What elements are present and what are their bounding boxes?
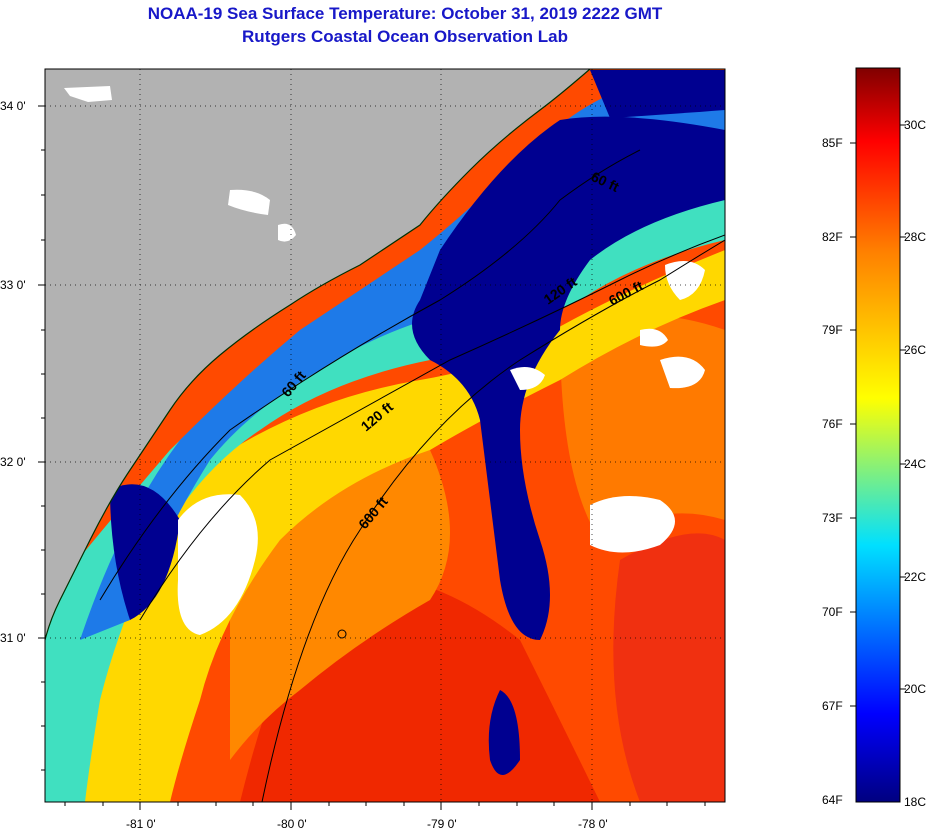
hot-east-region <box>613 533 725 802</box>
cb-label-85F: 85F <box>822 136 843 150</box>
cb-label-20C: 20C <box>904 682 927 696</box>
cb-label-67F: 67F <box>822 699 843 713</box>
cloud-patch-4 <box>510 366 545 390</box>
lon-label-81: -81 0' <box>126 817 156 831</box>
cb-label-76F: 76F <box>822 417 843 431</box>
cold-water-coastal <box>110 484 180 620</box>
cb-label-82F: 82F <box>822 230 843 244</box>
cloud-patch-1 <box>177 494 258 635</box>
cb-label-18C: 18C <box>904 795 927 809</box>
contour-60ft <box>99 149 641 601</box>
coastline <box>45 69 591 641</box>
cb-label-22C: 22C <box>904 570 927 584</box>
cb-label-73F: 73F <box>822 511 843 525</box>
cb-label-26C: 26C <box>904 343 927 357</box>
map-subtitle: Rutgers Coastal Ocean Observation Lab <box>242 27 568 46</box>
cb-label-24C: 24C <box>904 457 927 471</box>
cloud-patch-5 <box>660 356 705 389</box>
cb-label-70F: 70F <box>822 605 843 619</box>
lat-label-33: 33 0' <box>0 278 26 292</box>
buoy-marker <box>337 629 347 639</box>
cloud-patch-6 <box>640 328 668 347</box>
cb-label-64F: 64F <box>822 793 843 807</box>
inland-water-2 <box>228 189 270 215</box>
inland-water-1 <box>64 86 112 102</box>
cb-label-30C: 30C <box>904 118 927 132</box>
colorbar <box>855 67 901 803</box>
map-frame <box>44 68 726 803</box>
map-title: NOAA-19 Sea Surface Temperature: October… <box>147 4 663 23</box>
cb-label-28C: 28C <box>904 230 927 244</box>
lat-label-32: 32 0' <box>0 455 26 469</box>
land-mass <box>45 69 590 640</box>
contour-120ft <box>139 234 725 621</box>
cold-water-north <box>590 70 725 118</box>
lon-label-78: -78 0' <box>578 817 608 831</box>
cold-water-patch <box>488 690 520 775</box>
lat-label-31: 31 0' <box>0 631 26 645</box>
lon-label-79: -79 0' <box>427 817 457 831</box>
cb-label-79F: 79F <box>822 323 843 337</box>
cloud-patch-2 <box>590 496 675 553</box>
lat-label-34: 34 0' <box>0 99 26 113</box>
cold-water-tongue <box>412 116 725 640</box>
contour-600ft <box>261 239 725 802</box>
lon-label-80: -80 0' <box>277 817 307 831</box>
inland-water-3 <box>278 223 296 242</box>
